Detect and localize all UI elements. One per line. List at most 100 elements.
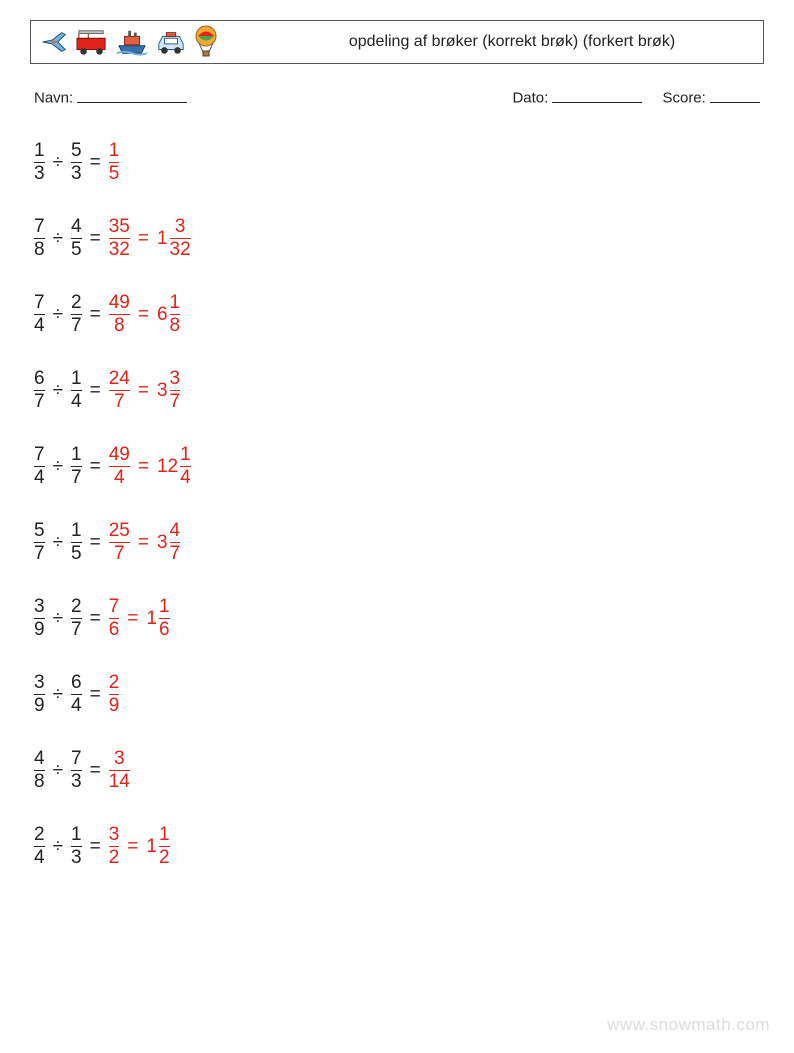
numerator: 1	[109, 141, 120, 161]
answer: 247=337	[109, 369, 180, 412]
fraction: 12	[159, 825, 170, 868]
equals-sign: =	[90, 152, 101, 174]
mixed-number: 112	[146, 825, 169, 868]
problem-list: 13÷53=1578÷45=3532=133274÷27=498=61867÷1…	[30, 141, 764, 869]
denominator: 2	[159, 848, 170, 868]
fraction: 64	[71, 673, 82, 716]
fraction: 48	[34, 749, 45, 792]
answer: 32=112	[109, 825, 170, 868]
mixed-number: 116	[146, 597, 169, 640]
whole-part: 1	[146, 608, 157, 630]
date-blank[interactable]	[552, 88, 642, 103]
fraction: 13	[34, 141, 45, 184]
numerator: 7	[34, 217, 45, 237]
equals-sign: =	[90, 228, 101, 250]
numerator: 7	[34, 445, 45, 465]
denominator: 7	[34, 544, 45, 564]
divide-operator: ÷	[53, 760, 63, 782]
denominator: 8	[34, 772, 45, 792]
header-box: opdeling af brøker (korrekt brøk) (forke…	[30, 20, 764, 64]
numerator: 5	[34, 521, 45, 541]
fraction: 16	[159, 597, 170, 640]
mixed-number: 61 8	[157, 293, 180, 336]
numerator: 3	[114, 749, 125, 769]
watermark: www.snowmath.com	[607, 1015, 770, 1035]
fraction: 74	[34, 293, 45, 336]
fraction: 14	[180, 445, 191, 488]
whole-part: 6	[157, 304, 168, 326]
denominator: 14	[109, 772, 130, 792]
denominator: 4	[114, 468, 125, 488]
equals-sign: =	[138, 532, 149, 554]
denominator: 32	[109, 240, 130, 260]
equals-sign: =	[127, 608, 138, 630]
fraction: 37	[170, 369, 181, 412]
info-row: Navn: Dato: Score:	[30, 88, 764, 107]
name-blank[interactable]	[77, 88, 187, 103]
ship-icon	[115, 27, 149, 57]
mixed-number: 337	[157, 369, 180, 412]
fraction: 45	[71, 217, 82, 260]
answer: 15	[109, 141, 120, 184]
denominator: 7	[71, 620, 82, 640]
denominator: 4	[180, 468, 191, 488]
denominator: 3	[71, 164, 82, 184]
denominator: 6	[159, 620, 170, 640]
denominator: 4	[71, 392, 82, 412]
numerator: 2	[34, 825, 45, 845]
date-label: Dato:	[512, 90, 548, 107]
equals-sign: =	[90, 456, 101, 478]
fraction: 3532	[109, 217, 130, 260]
numerator: 1	[34, 141, 45, 161]
fraction: 498	[109, 293, 130, 336]
fraction: 39	[34, 673, 45, 716]
denominator: 2	[109, 848, 120, 868]
numerator: 3	[109, 825, 120, 845]
fraction: 314	[109, 749, 130, 792]
denominator: 3	[71, 848, 82, 868]
numerator: 7	[109, 597, 120, 617]
equals-sign: =	[90, 608, 101, 630]
numerator: 1	[170, 293, 181, 313]
numerator: 3	[170, 369, 181, 389]
score-label: Score:	[662, 90, 705, 107]
denominator: 4	[34, 848, 45, 868]
numerator: 1	[71, 369, 82, 389]
numerator: 1	[71, 521, 82, 541]
fraction: 27	[71, 597, 82, 640]
denominator: 32	[170, 240, 191, 260]
denominator: 7	[114, 392, 125, 412]
problem-row: 7 8 ÷ 45 = 3532 = 1332	[34, 217, 764, 261]
fraction: 73	[71, 749, 82, 792]
mixed-number: 1332	[157, 217, 191, 260]
denominator: 5	[109, 164, 120, 184]
equals-sign: =	[138, 380, 149, 402]
fraction: 13	[71, 825, 82, 868]
numerator: 1	[71, 825, 82, 845]
answer: 29	[109, 673, 120, 716]
firetruck-icon	[75, 27, 109, 57]
whole-part: 1	[146, 836, 157, 858]
equals-sign: =	[138, 228, 149, 250]
divide-operator: ÷	[53, 608, 63, 630]
numerator: 7	[34, 293, 45, 313]
denominator: 9	[109, 696, 120, 716]
whole-part: 1	[157, 228, 168, 250]
numerator: 2	[71, 293, 82, 313]
denominator: 4	[34, 468, 45, 488]
denominator: 8	[170, 316, 181, 336]
denominator: 6	[109, 620, 120, 640]
divide-operator: ÷	[53, 228, 63, 250]
header-icons	[39, 25, 219, 59]
balloon-icon	[193, 25, 219, 59]
denominator: 8	[34, 240, 45, 260]
denominator: 3	[71, 772, 82, 792]
score-blank[interactable]	[710, 88, 760, 103]
problem-row: 74÷17=494=1214	[34, 445, 764, 489]
divide-operator: ÷	[53, 304, 63, 326]
divide-operator: ÷	[53, 684, 63, 706]
fraction: 257	[109, 521, 130, 564]
fraction: 47	[170, 521, 181, 564]
numerator: 6	[34, 369, 45, 389]
denominator: 7	[170, 392, 181, 412]
